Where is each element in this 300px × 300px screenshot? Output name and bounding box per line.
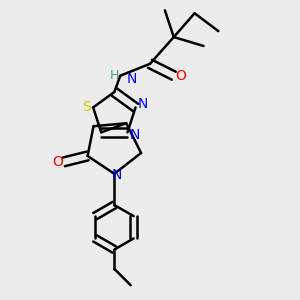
Text: N: N	[126, 72, 136, 86]
Text: N: N	[130, 128, 140, 142]
Text: N: N	[138, 98, 148, 112]
Text: N: N	[112, 168, 122, 182]
Text: S: S	[82, 100, 91, 114]
Text: O: O	[52, 155, 63, 169]
Text: H: H	[110, 69, 119, 82]
Text: O: O	[175, 69, 186, 83]
